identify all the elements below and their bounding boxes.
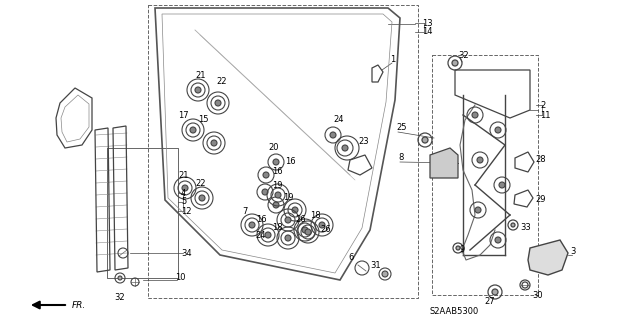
Text: 16: 16 [285,158,296,167]
Circle shape [475,207,481,213]
Circle shape [422,137,428,143]
Text: 18: 18 [310,211,321,219]
Text: 26: 26 [320,226,331,234]
Text: 9: 9 [460,246,465,255]
Text: 12: 12 [181,206,191,216]
Circle shape [456,246,460,250]
Circle shape [118,276,122,280]
Circle shape [495,237,501,243]
Circle shape [285,217,291,223]
Circle shape [182,185,188,191]
Text: 19: 19 [272,181,282,189]
Circle shape [275,192,281,198]
Circle shape [273,202,279,208]
Text: 29: 29 [535,196,545,204]
Circle shape [330,132,336,138]
Text: 23: 23 [358,137,369,146]
Text: 18: 18 [272,224,283,233]
Circle shape [292,207,298,213]
Circle shape [472,112,478,118]
Text: 30: 30 [532,292,543,300]
Text: 4: 4 [181,189,186,197]
Text: 15: 15 [198,115,209,124]
Circle shape [199,195,205,201]
Circle shape [511,223,515,227]
Circle shape [265,232,271,238]
Text: S2AAB5300: S2AAB5300 [430,308,479,316]
Polygon shape [430,148,458,178]
Text: 32: 32 [458,50,468,60]
Text: 25: 25 [396,123,406,132]
Text: 33: 33 [520,224,531,233]
Circle shape [195,87,201,93]
Circle shape [342,145,348,151]
Text: 27: 27 [484,298,495,307]
Text: 6: 6 [348,254,353,263]
Text: 21: 21 [195,71,205,80]
Circle shape [499,182,505,188]
Circle shape [305,229,311,235]
Text: 34: 34 [181,249,191,257]
Text: 32: 32 [115,293,125,302]
Circle shape [477,157,483,163]
Circle shape [262,189,268,195]
Text: FR.: FR. [72,300,86,309]
Text: 31: 31 [370,262,381,271]
Text: 28: 28 [535,155,546,165]
Circle shape [382,271,388,277]
Text: 10: 10 [175,273,186,283]
Text: 7: 7 [242,207,248,217]
Text: 22: 22 [216,78,227,86]
Circle shape [285,235,291,241]
Text: 20: 20 [268,144,278,152]
Text: 22: 22 [195,180,205,189]
Text: 8: 8 [398,153,403,162]
Circle shape [319,222,325,228]
Circle shape [215,100,221,106]
Text: 14: 14 [422,27,433,36]
Text: 16: 16 [272,167,283,176]
Circle shape [452,60,458,66]
Text: 11: 11 [540,110,550,120]
Text: 19: 19 [283,192,294,202]
Text: 2: 2 [540,100,545,109]
Circle shape [190,127,196,133]
Text: 21: 21 [178,170,189,180]
Text: 17: 17 [178,112,189,121]
Text: 24: 24 [333,115,344,124]
Circle shape [211,140,217,146]
Text: 26: 26 [295,216,306,225]
Circle shape [302,227,308,233]
Circle shape [249,222,255,228]
Text: 13: 13 [422,19,433,27]
Text: 16: 16 [256,216,267,225]
Circle shape [273,159,279,165]
Text: 1: 1 [390,56,396,64]
Circle shape [492,289,498,295]
Text: 5: 5 [181,197,186,206]
Text: 3: 3 [570,248,575,256]
Circle shape [495,127,501,133]
Polygon shape [528,240,568,275]
Text: 24: 24 [255,231,266,240]
Circle shape [263,172,269,178]
